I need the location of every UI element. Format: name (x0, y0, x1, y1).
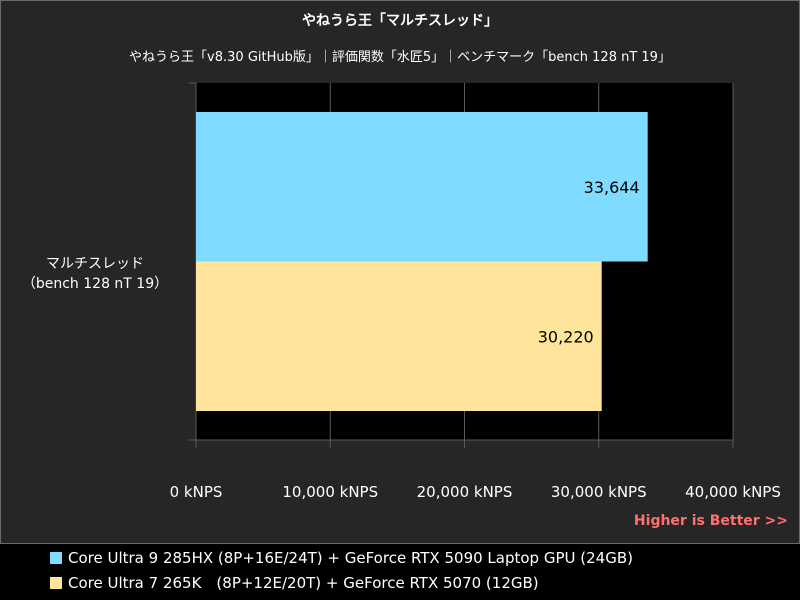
x-tick-label-0: 0 kNPS (170, 483, 223, 501)
x-tick-label-4: 40,000 kNPS (685, 483, 781, 501)
category-label-line-2: （bench 128 nT 19） (21, 276, 169, 292)
category-label: マルチスレッド （bench 128 nT 19） (0, 254, 190, 294)
category-label-line-1: マルチスレッド (46, 256, 144, 272)
bar-series-1 (196, 112, 648, 262)
higher-is-better-note: Higher is Better >> (633, 513, 788, 529)
x-tick-label-2: 20,000 kNPS (417, 483, 513, 501)
legend-swatch-series-2 (50, 576, 62, 589)
legend-swatch-series-1 (50, 551, 62, 564)
legend-item-series-1: Core Ultra 9 285HX (8P+16E/24T) + GeForc… (50, 545, 633, 570)
data-label-series-2: 30,220 (538, 327, 594, 346)
chart-title: やねうら王「マルチスレッド」 (302, 13, 498, 29)
x-tick-label-3: 30,000 kNPS (551, 483, 647, 501)
legend-item-series-2: Core Ultra 7 265K (8P+12E/20T) + GeForce… (50, 570, 633, 595)
chart-subtitle: やねうら王「v8.30 GitHub版」｜評価関数「水匠5」｜ベンチマーク「be… (129, 50, 671, 65)
x-tick-label-1: 10,000 kNPS (282, 483, 378, 501)
legend-label-series-1: Core Ultra 9 285HX (8P+16E/24T) + GeForc… (68, 548, 633, 567)
legend-label-series-2: Core Ultra 7 265K (8P+12E/20T) + GeForce… (68, 574, 539, 592)
bar-series-2 (196, 261, 602, 411)
data-label-series-1: 33,644 (584, 178, 640, 197)
chart-svg: 33,644 30,220 0 kNPS 10,000 kNPS 20,000 kNPS… (170, 82, 781, 501)
legend: Core Ultra 9 285HX (8P+16E/24T) + GeForc… (50, 545, 633, 595)
